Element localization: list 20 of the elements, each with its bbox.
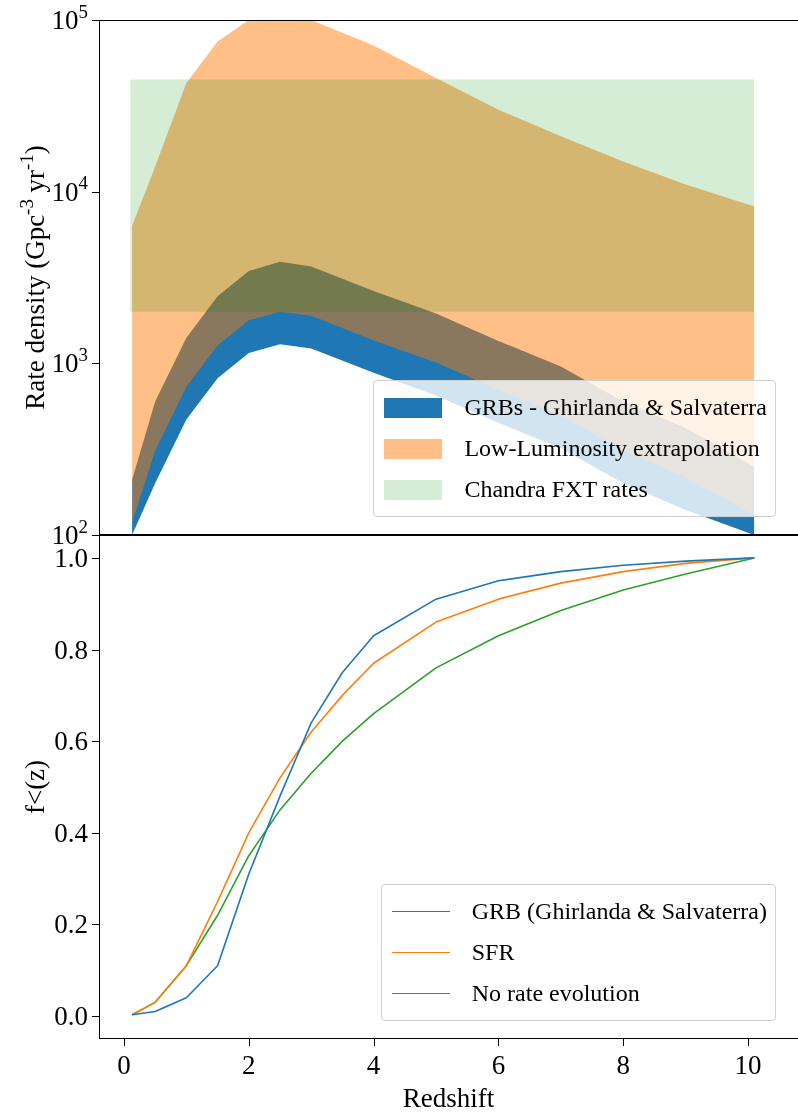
y-tick-label: 0.6	[54, 726, 88, 757]
x-tick-label: 4	[366, 1050, 381, 1080]
y-tick-label: 0.4	[54, 817, 89, 848]
x-tick-label: 8	[616, 1050, 630, 1080]
y-axis-title: Rate density (Gpc-3 yr-1)	[15, 145, 50, 410]
legend-label: GRB (Ghirlanda & Salvaterra)	[471, 898, 767, 925]
y-axis-title: f<(z)	[20, 759, 50, 815]
x-tick-label: 10	[734, 1050, 762, 1080]
x-tick-label: 0	[117, 1050, 131, 1080]
legend-label: Low-Luminosity extrapolation	[464, 435, 760, 462]
y-tick-label: 0.8	[54, 634, 88, 665]
legend-label: No rate evolution	[471, 980, 640, 1007]
legend-label: Chandra FXT rates	[464, 476, 648, 503]
legend-label: SFR	[471, 939, 515, 966]
y-tick-label: 0.0	[54, 1001, 88, 1032]
x-axis-title: Redshift	[402, 1083, 495, 1113]
x-tick-label: 6	[491, 1050, 506, 1080]
x-tick-label: 2	[242, 1050, 256, 1080]
y-tick-label: 0.2	[54, 909, 88, 940]
legend-label: GRBs - Ghirlanda & Salvaterra	[464, 394, 767, 421]
